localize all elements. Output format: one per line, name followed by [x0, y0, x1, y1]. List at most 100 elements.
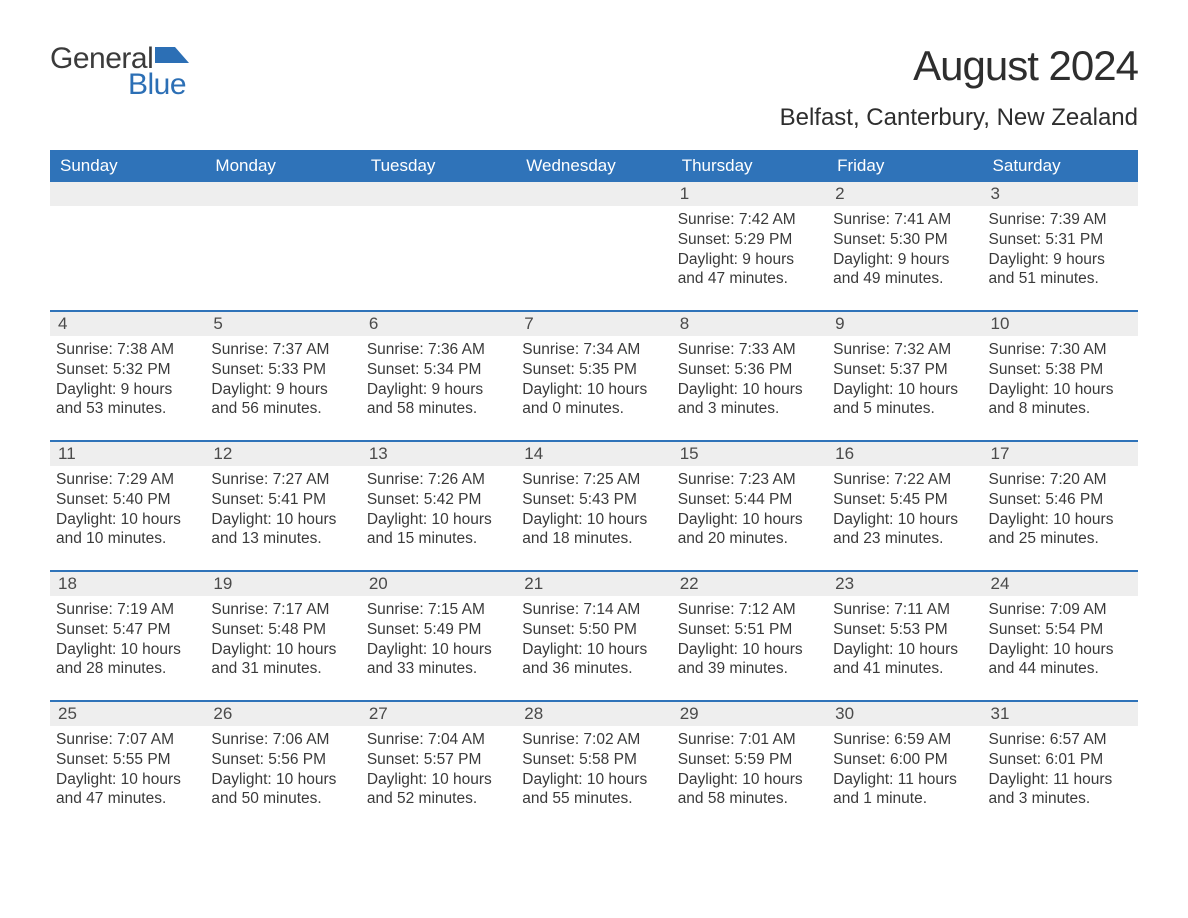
sunset-line: Sunset: 5:54 PM [989, 620, 1130, 640]
day-number: 13 [361, 442, 516, 466]
daylight-line: Daylight: 10 hours and 44 minutes. [989, 640, 1130, 680]
day-number [361, 182, 516, 206]
day-cell: 30Sunrise: 6:59 AMSunset: 6:00 PMDayligh… [827, 702, 982, 830]
daylight-line: Daylight: 9 hours and 51 minutes. [989, 250, 1130, 290]
weekday-header: Sunday [50, 150, 205, 182]
day-cell: 9Sunrise: 7:32 AMSunset: 5:37 PMDaylight… [827, 312, 982, 440]
day-body: Sunrise: 7:23 AMSunset: 5:44 PMDaylight:… [672, 466, 827, 555]
sunset-line: Sunset: 5:59 PM [678, 750, 819, 770]
sunset-line: Sunset: 5:53 PM [833, 620, 974, 640]
day-body: Sunrise: 7:17 AMSunset: 5:48 PMDaylight:… [205, 596, 360, 685]
day-number: 26 [205, 702, 360, 726]
day-body [516, 206, 671, 216]
sunset-line: Sunset: 5:36 PM [678, 360, 819, 380]
sunrise-line: Sunrise: 7:15 AM [367, 600, 508, 620]
week-row: 1Sunrise: 7:42 AMSunset: 5:29 PMDaylight… [50, 182, 1138, 310]
day-number: 4 [50, 312, 205, 336]
weeks-container: 1Sunrise: 7:42 AMSunset: 5:29 PMDaylight… [50, 182, 1138, 830]
sunrise-line: Sunrise: 7:29 AM [56, 470, 197, 490]
day-number: 12 [205, 442, 360, 466]
day-number: 10 [983, 312, 1138, 336]
sunrise-line: Sunrise: 7:32 AM [833, 340, 974, 360]
day-body: Sunrise: 7:04 AMSunset: 5:57 PMDaylight:… [361, 726, 516, 815]
day-body: Sunrise: 7:34 AMSunset: 5:35 PMDaylight:… [516, 336, 671, 425]
day-number: 27 [361, 702, 516, 726]
day-body: Sunrise: 7:02 AMSunset: 5:58 PMDaylight:… [516, 726, 671, 815]
sunrise-line: Sunrise: 7:42 AM [678, 210, 819, 230]
day-number: 28 [516, 702, 671, 726]
sunset-line: Sunset: 5:42 PM [367, 490, 508, 510]
weekday-header: Thursday [672, 150, 827, 182]
sunset-line: Sunset: 5:57 PM [367, 750, 508, 770]
sunrise-line: Sunrise: 7:02 AM [522, 730, 663, 750]
day-number: 23 [827, 572, 982, 596]
page-title: August 2024 [780, 42, 1138, 90]
day-body [205, 206, 360, 216]
day-cell: 8Sunrise: 7:33 AMSunset: 5:36 PMDaylight… [672, 312, 827, 440]
day-body: Sunrise: 7:22 AMSunset: 5:45 PMDaylight:… [827, 466, 982, 555]
day-cell: 24Sunrise: 7:09 AMSunset: 5:54 PMDayligh… [983, 572, 1138, 700]
day-body: Sunrise: 7:09 AMSunset: 5:54 PMDaylight:… [983, 596, 1138, 685]
day-cell: 2Sunrise: 7:41 AMSunset: 5:30 PMDaylight… [827, 182, 982, 310]
sunset-line: Sunset: 5:40 PM [56, 490, 197, 510]
day-cell: 23 Sunrise: 7:11 AMSunset: 5:53 PMDayligh… [827, 572, 982, 700]
title-block: August 2024 Belfast, Canterbury, New Zea… [780, 42, 1138, 132]
day-cell: 25Sunrise: 7:07 AMSunset: 5:55 PMDayligh… [50, 702, 205, 830]
day-cell: 10Sunrise: 7:30 AMSunset: 5:38 PMDayligh… [983, 312, 1138, 440]
weekday-header: Tuesday [361, 150, 516, 182]
day-cell: 27Sunrise: 7:04 AMSunset: 5:57 PMDayligh… [361, 702, 516, 830]
logo: General Blue [50, 42, 189, 102]
daylight-line: Daylight: 10 hours and 41 minutes. [833, 640, 974, 680]
location: Belfast, Canterbury, New Zealand [780, 104, 1138, 132]
daylight-line: Daylight: 10 hours and 18 minutes. [522, 510, 663, 550]
day-cell: 4Sunrise: 7:38 AMSunset: 5:32 PMDaylight… [50, 312, 205, 440]
day-cell: 18Sunrise: 7:19 AMSunset: 5:47 PMDayligh… [50, 572, 205, 700]
week-row: 25Sunrise: 7:07 AMSunset: 5:55 PMDayligh… [50, 700, 1138, 830]
day-number: 6 [361, 312, 516, 336]
sunrise-line: Sunrise: 7:27 AM [211, 470, 352, 490]
day-cell: 21Sunrise: 7:14 AMSunset: 5:50 PMDayligh… [516, 572, 671, 700]
daylight-line: Daylight: 10 hours and 39 minutes. [678, 640, 819, 680]
day-body: Sunrise: 7:01 AMSunset: 5:59 PMDaylight:… [672, 726, 827, 815]
day-body: Sunrise: 7:07 AMSunset: 5:55 PMDaylight:… [50, 726, 205, 815]
day-number: 19 [205, 572, 360, 596]
day-body: Sunrise: 7:27 AMSunset: 5:41 PMDaylight:… [205, 466, 360, 555]
day-body: Sunrise: 7:20 AMSunset: 5:46 PMDaylight:… [983, 466, 1138, 555]
sunrise-line: Sunrise: 7:26 AM [367, 470, 508, 490]
sunset-line: Sunset: 5:33 PM [211, 360, 352, 380]
day-cell [361, 182, 516, 310]
sunset-line: Sunset: 5:56 PM [211, 750, 352, 770]
day-cell: 15Sunrise: 7:23 AMSunset: 5:44 PMDayligh… [672, 442, 827, 570]
day-number: 24 [983, 572, 1138, 596]
day-body: Sunrise: 7:06 AMSunset: 5:56 PMDaylight:… [205, 726, 360, 815]
day-number: 11 [50, 442, 205, 466]
weekday-header-row: Sunday Monday Tuesday Wednesday Thursday… [50, 150, 1138, 182]
day-number: 2 [827, 182, 982, 206]
day-cell: 31Sunrise: 6:57 AMSunset: 6:01 PMDayligh… [983, 702, 1138, 830]
day-body: Sunrise: 7:32 AMSunset: 5:37 PMDaylight:… [827, 336, 982, 425]
daylight-line: Daylight: 10 hours and 58 minutes. [678, 770, 819, 810]
sunset-line: Sunset: 5:46 PM [989, 490, 1130, 510]
daylight-line: Daylight: 10 hours and 33 minutes. [367, 640, 508, 680]
week-row: 18Sunrise: 7:19 AMSunset: 5:47 PMDayligh… [50, 570, 1138, 700]
sunrise-line: Sunrise: 7:22 AM [833, 470, 974, 490]
daylight-line: Daylight: 10 hours and 15 minutes. [367, 510, 508, 550]
day-number [50, 182, 205, 206]
sunrise-line: Sunrise: 7:09 AM [989, 600, 1130, 620]
daylight-line: Daylight: 10 hours and 55 minutes. [522, 770, 663, 810]
day-cell: 5Sunrise: 7:37 AMSunset: 5:33 PMDaylight… [205, 312, 360, 440]
weekday-header: Friday [827, 150, 982, 182]
weekday-header: Monday [205, 150, 360, 182]
sunset-line: Sunset: 5:29 PM [678, 230, 819, 250]
logo-text-blue: Blue [128, 68, 189, 102]
sunrise-line: Sunrise: 7:11 AM [833, 600, 974, 620]
sunrise-line: Sunrise: 7:25 AM [522, 470, 663, 490]
weekday-header: Saturday [983, 150, 1138, 182]
sunset-line: Sunset: 5:31 PM [989, 230, 1130, 250]
daylight-line: Daylight: 9 hours and 56 minutes. [211, 380, 352, 420]
sunset-line: Sunset: 5:58 PM [522, 750, 663, 770]
sunset-line: Sunset: 5:44 PM [678, 490, 819, 510]
sunrise-line: Sunrise: 7:33 AM [678, 340, 819, 360]
sunset-line: Sunset: 5:30 PM [833, 230, 974, 250]
day-number [516, 182, 671, 206]
